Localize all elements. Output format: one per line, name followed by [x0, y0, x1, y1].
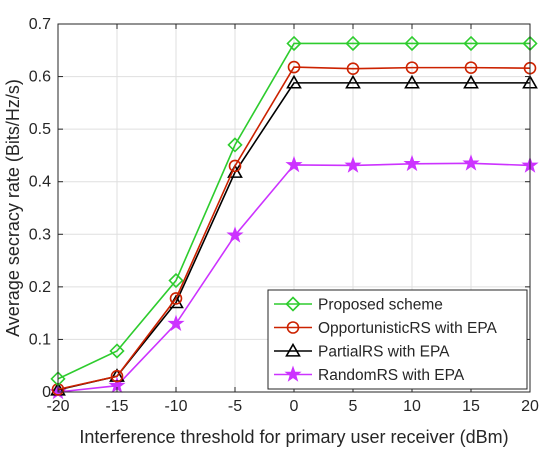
y-tick-label: 0 [42, 384, 51, 401]
y-tick-label: 0.6 [29, 69, 51, 86]
y-tick-label: 0.2 [29, 279, 51, 296]
data-point [403, 154, 421, 172]
data-point [345, 74, 361, 89]
ticks: -20 -15 -10 -5 0 5 10 15 20 0 0.1 0.2 0.3 0.4 0.5 0.6 0.… [29, 16, 539, 415]
data-point [285, 155, 303, 173]
x-tick-label: 0 [290, 398, 299, 415]
legend-label: PartialRS with EPA [318, 344, 450, 361]
data-point [464, 61, 478, 74]
data-point [462, 154, 480, 171]
y-tick-label: 0.5 [29, 121, 51, 138]
y-tick-label: 0.1 [29, 331, 51, 348]
legend-marker [285, 296, 301, 312]
legend-box [267, 289, 528, 390]
y-tick-label: 0.3 [29, 226, 51, 243]
x-tick-label: 15 [462, 398, 480, 415]
x-tick-label: -20 [46, 398, 69, 415]
y-tick-label: 0.7 [29, 16, 51, 33]
y-tick-label: 0.4 [29, 174, 51, 191]
data-point [463, 74, 479, 89]
series-line [57, 66, 531, 391]
legend: Proposed scheme OpportunisticRS with EPA P… [267, 289, 528, 390]
data-point [227, 137, 243, 153]
data-point [167, 314, 185, 331]
data-point [287, 60, 301, 74]
data-point [286, 74, 302, 89]
x-tick-label: 20 [521, 398, 539, 415]
x-tick-label: -5 [228, 398, 242, 415]
data-point [110, 369, 124, 383]
data-point [344, 156, 362, 173]
legend-marker [285, 342, 301, 357]
x-tick-label: 10 [403, 398, 421, 415]
x-tick-label: 5 [349, 398, 358, 415]
data-point [169, 292, 183, 305]
series-line [57, 42, 530, 380]
legend-label: RandomRS with EPA [318, 367, 465, 384]
data-point [109, 343, 125, 359]
data-point [345, 35, 361, 52]
data-point [404, 74, 420, 89]
y-axis-label: Average secracy rate (Bits/Hz/s) [3, 79, 23, 337]
data-point [404, 35, 420, 52]
data-point [463, 35, 479, 52]
legend-marker [286, 321, 300, 334]
legend-marker [284, 365, 302, 382]
legend-label: Proposed scheme [318, 297, 443, 314]
series-line [57, 82, 530, 391]
data-point [226, 226, 244, 243]
grid [58, 24, 530, 392]
data-point [168, 272, 184, 289]
data-point [346, 62, 360, 75]
data-point [286, 35, 302, 52]
x-tick-label: -15 [105, 398, 128, 415]
data-point [228, 159, 242, 173]
data-point [405, 61, 419, 74]
legend-label: OpportunisticRS with EPA [318, 320, 498, 337]
x-tick-label: -10 [164, 398, 187, 415]
series-layer [49, 35, 539, 400]
x-axis-label: Interference threshold for primary user … [79, 427, 508, 447]
